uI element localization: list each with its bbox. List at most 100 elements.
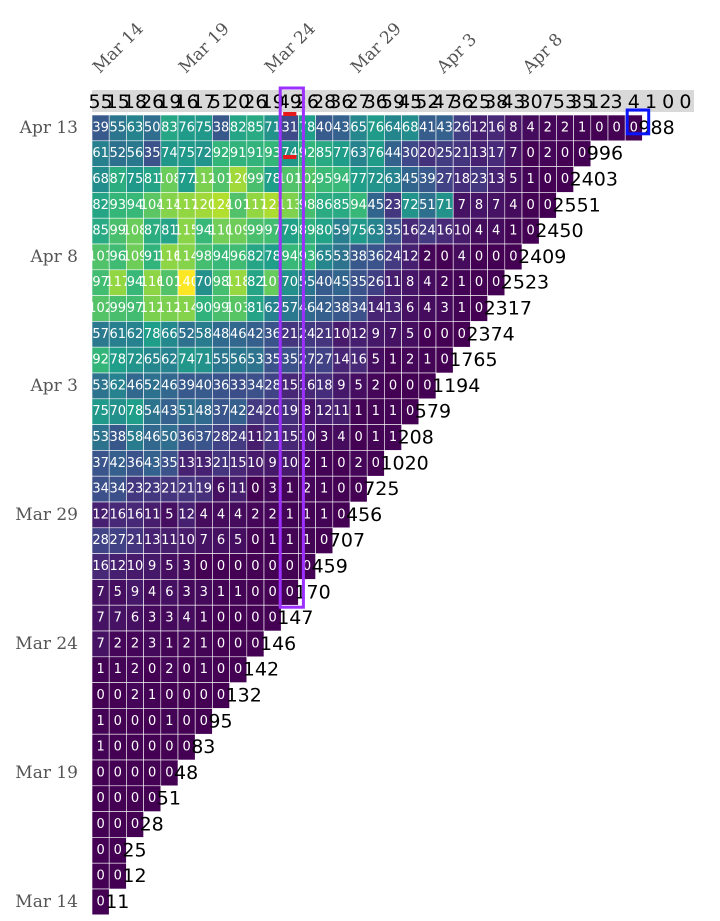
- cell-value-label: 36: [264, 327, 281, 342]
- cell-value-label: 2: [182, 636, 190, 651]
- heatmap-cell: [332, 501, 351, 529]
- cell-value-label: 71: [196, 353, 213, 368]
- cell-value-label: 16: [92, 559, 109, 574]
- cell-value-label: 1: [320, 482, 328, 497]
- cell-value-label: 2: [114, 636, 122, 651]
- cell-value-label: 4: [526, 120, 534, 135]
- cell-value-label: 40: [196, 378, 213, 393]
- cell-value-label: 3: [182, 559, 190, 574]
- cell-value-label: 27: [110, 533, 127, 548]
- cell-value-label: 140: [174, 275, 199, 290]
- cell-value-label: 1: [286, 533, 294, 548]
- heatmap-cell: [435, 346, 454, 374]
- cell-value-label: 85: [316, 146, 333, 161]
- cell-value-label: 0: [200, 688, 208, 703]
- cell-value-label: 1: [234, 585, 242, 600]
- cell-value-label: 0: [131, 714, 139, 729]
- cell-value-label: 12: [350, 327, 367, 342]
- cell-value-label: 51: [419, 198, 436, 213]
- cell-value-label: 2: [561, 120, 569, 135]
- cell-value-label: 34: [247, 378, 264, 393]
- cell-value-label: 36: [127, 456, 144, 471]
- cell-value-label: 2: [406, 353, 414, 368]
- cell-value-label: 0: [96, 791, 104, 806]
- heatmap-cell: [401, 398, 420, 425]
- column-total-label: 0: [679, 91, 691, 113]
- cell-value-label: 1: [389, 353, 397, 368]
- cell-value-label: 116: [157, 249, 182, 264]
- cell-value-label: 99: [247, 224, 264, 239]
- cell-value-label: 16: [110, 507, 127, 522]
- cell-value-label: 3: [200, 585, 208, 600]
- cell-value-label: 120: [191, 198, 216, 213]
- cell-value-label: 34: [350, 301, 367, 316]
- heatmap-cell: [212, 682, 230, 709]
- cell-value-label: 15: [282, 430, 299, 445]
- cell-value-label: 76: [178, 120, 195, 135]
- cell-value-label: 55: [299, 275, 316, 290]
- cell-value-label: 0: [131, 740, 139, 755]
- column-total-label: 52: [415, 91, 439, 113]
- cell-value-label: 8: [509, 120, 517, 135]
- column-totals-band: 5515182619161751202619492628362736594552…: [89, 90, 694, 113]
- cell-value-label: 0: [475, 301, 483, 316]
- cell-value-label: 1: [200, 611, 208, 626]
- cell-value-label: 9: [372, 327, 380, 342]
- cell-value-label: 16: [402, 224, 419, 239]
- row-total-label: 2523: [501, 272, 549, 294]
- cell-value-label: 75: [92, 404, 109, 419]
- cell-value-label: 0: [630, 120, 638, 135]
- row-total-label: 1765: [449, 349, 497, 371]
- cell-value-label: 78: [144, 327, 161, 342]
- cell-value-label: 42: [110, 456, 127, 471]
- cell-value-label: 46: [230, 327, 247, 342]
- cell-value-label: 25: [436, 146, 453, 161]
- cell-value-label: 46: [127, 378, 144, 393]
- cell-value-label: 3: [148, 611, 156, 626]
- cell-value-label: 76: [368, 146, 385, 161]
- cell-value-label: 0: [96, 688, 104, 703]
- cell-value-label: 3: [148, 636, 156, 651]
- cell-value-label: 13: [385, 301, 402, 316]
- cell-value-label: 0: [337, 456, 345, 471]
- cell-value-label: 0: [234, 636, 242, 651]
- cell-value-label: 1: [389, 430, 397, 445]
- cell-value-label: 0: [148, 765, 156, 780]
- cell-value-label: 0: [131, 791, 139, 806]
- cell-value-label: 5: [372, 353, 380, 368]
- cell-value-label: 2: [165, 662, 173, 677]
- cell-value-label: 0: [286, 585, 294, 600]
- cell-value-label: 35: [264, 353, 281, 368]
- cell-value-label: 1: [303, 507, 311, 522]
- cell-value-label: 4: [217, 507, 225, 522]
- cell-value-label: 5: [354, 378, 362, 393]
- heatmap-cell: [487, 269, 506, 296]
- cell-value-label: 96: [230, 249, 247, 264]
- cell-value-label: 93: [299, 249, 316, 264]
- heatmap-cell: [538, 192, 557, 219]
- cell-value-label: 97: [92, 275, 109, 290]
- y-tick-label: Mar 24: [15, 634, 78, 654]
- cell-value-label: 1: [458, 301, 466, 316]
- row-total-label: 147: [277, 607, 313, 629]
- cell-value-label: 28: [213, 430, 230, 445]
- y-tick-label: Apr 13: [19, 118, 78, 138]
- cell-value-label: 4: [182, 611, 190, 626]
- cell-value-label: 61: [110, 327, 127, 342]
- column-total-label: 49: [278, 91, 302, 113]
- cell-value-label: 10: [247, 456, 264, 471]
- cell-value-label: 16: [488, 120, 505, 135]
- cell-value-label: 116: [140, 275, 165, 290]
- cell-value-label: 9: [148, 559, 156, 574]
- cell-value-label: 1: [114, 662, 122, 677]
- cell-value-label: 4: [509, 198, 517, 213]
- cell-value-label: 112: [191, 172, 216, 187]
- cell-value-label: 0: [217, 662, 225, 677]
- cell-value-label: 72: [368, 172, 385, 187]
- cell-value-label: 94: [127, 275, 144, 290]
- cell-value-label: 1: [217, 585, 225, 600]
- row-total-label: 48: [174, 762, 198, 784]
- cell-value-label: 124: [209, 198, 234, 213]
- cell-value-label: 53: [247, 353, 264, 368]
- cell-value-label: 0: [372, 456, 380, 471]
